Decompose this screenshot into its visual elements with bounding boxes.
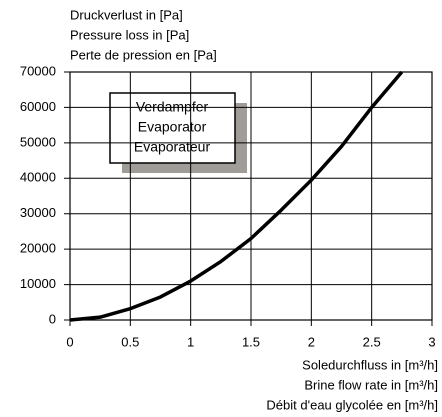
y-tick-label: 30000 <box>20 205 56 220</box>
x-axis-label: Débit d'eau glycolée en [m³/h] <box>266 397 438 412</box>
x-tick-label: 3 <box>428 334 435 349</box>
x-tick-label: 1.5 <box>242 334 260 349</box>
annotation: Evaporateur <box>134 139 211 155</box>
annotation: Evaporator <box>138 119 207 135</box>
y-tick-label: 60000 <box>20 99 56 114</box>
y-tick-label: 40000 <box>20 170 56 185</box>
x-axis-label: Soledurchfluss in [m³/h] <box>302 357 438 372</box>
plot-frame <box>69 71 433 321</box>
y-tick-label: 20000 <box>20 241 56 256</box>
y-tick-label: 10000 <box>20 276 56 291</box>
x-tick-label: 0 <box>66 334 73 349</box>
y-tick-label: 50000 <box>20 134 56 149</box>
x-tick-label: 0.5 <box>121 334 139 349</box>
y-axis-label: Perte de pression en [Pa] <box>70 47 217 62</box>
annotation: Verdampfer <box>136 99 209 115</box>
x-tick-label: 2.5 <box>363 334 381 349</box>
x-tick-label: 2 <box>308 334 315 349</box>
y-tick-label: 0 <box>49 311 56 326</box>
data-line <box>69 70 404 322</box>
y-tick-label: 70000 <box>20 63 56 78</box>
y-axis-label: Pressure loss in [Pa] <box>70 27 189 42</box>
y-axis-label: Druckverlust in [Pa] <box>70 7 183 22</box>
x-tick-label: 1 <box>187 334 194 349</box>
x-axis-label: Brine flow rate in [m³/h] <box>304 377 438 392</box>
